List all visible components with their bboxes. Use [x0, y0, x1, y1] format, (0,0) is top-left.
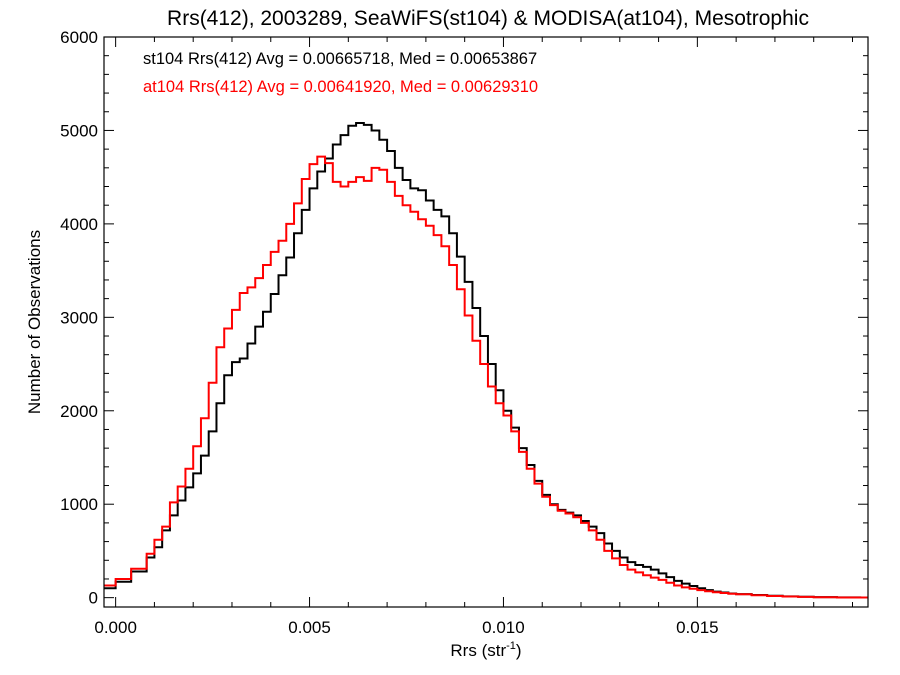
plot-frame	[103, 36, 869, 608]
y-tick-label: 5000	[60, 121, 98, 140]
y-axis-label: Number of Observations	[25, 230, 44, 414]
y-tick-label: 2000	[60, 402, 98, 421]
x-tick-label: 0.005	[288, 618, 331, 637]
y-tick-label: 1000	[60, 495, 98, 514]
series-lines	[104, 121, 868, 599]
legend-entry-st104: st104 Rrs(412) Avg = 0.00665718, Med = 0…	[143, 50, 537, 68]
series-line-at104	[104, 155, 868, 599]
x-axis-label-base: Rrs (str	[450, 641, 506, 660]
y-tick-label: 4000	[60, 215, 98, 234]
chart-title: Rrs(412), 2003289, SeaWiFS(st104) & MODI…	[167, 7, 809, 30]
x-tick-label: 0.015	[676, 618, 719, 637]
x-tick-label: 0.010	[482, 618, 525, 637]
y-tick-label: 6000	[60, 28, 98, 47]
x-axis-label-end: )	[516, 641, 522, 660]
x-axis-label: Rrs (str-1)	[450, 640, 521, 660]
axis-ticks	[104, 36, 868, 607]
x-tick-labels: 0.000 0.005 0.010 0.015	[94, 618, 718, 637]
legend-entry-at104: at104 Rrs(412) Avg = 0.00641920, Med = 0…	[143, 78, 538, 96]
y-tick-label: 0	[89, 589, 98, 608]
series-line-st104	[104, 121, 868, 599]
x-axis-label-superscript: -1	[506, 640, 516, 652]
y-tick-labels: 0 1000 2000 3000 4000 5000 6000	[60, 28, 98, 608]
y-tick-label: 3000	[60, 308, 98, 327]
x-tick-label: 0.000	[94, 618, 137, 637]
